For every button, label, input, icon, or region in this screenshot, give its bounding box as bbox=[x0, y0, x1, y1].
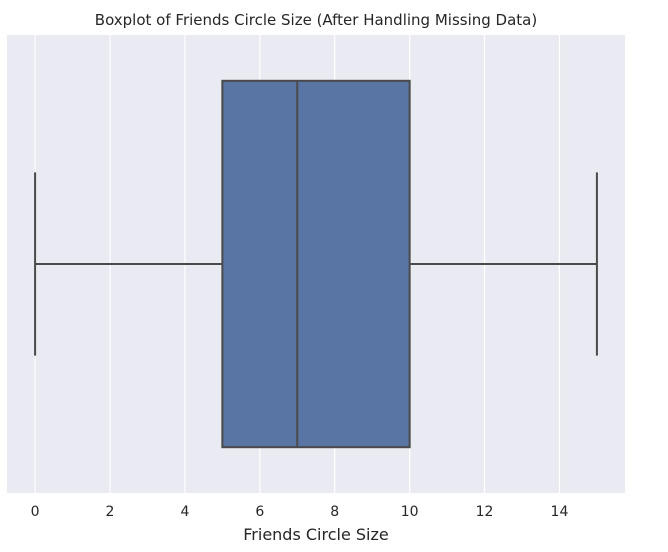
x-axis-ticks: 0 2 4 6 8 10 12 14 bbox=[31, 504, 569, 520]
x-axis-label: Friends Circle Size bbox=[243, 525, 388, 544]
x-tick-label: 14 bbox=[551, 504, 569, 520]
x-tick-label: 8 bbox=[330, 504, 339, 520]
x-tick-label: 2 bbox=[106, 504, 115, 520]
x-tick-label: 6 bbox=[255, 504, 264, 520]
interquartile-box bbox=[221, 79, 411, 449]
x-tick-label: 4 bbox=[180, 504, 189, 520]
x-tick-label: 0 bbox=[31, 504, 40, 520]
box-marks bbox=[34, 79, 598, 449]
x-tick-label: 12 bbox=[476, 504, 494, 520]
chart-title: Boxplot of Friends Circle Size (After Ha… bbox=[95, 11, 537, 29]
x-tick-label: 10 bbox=[401, 504, 419, 520]
